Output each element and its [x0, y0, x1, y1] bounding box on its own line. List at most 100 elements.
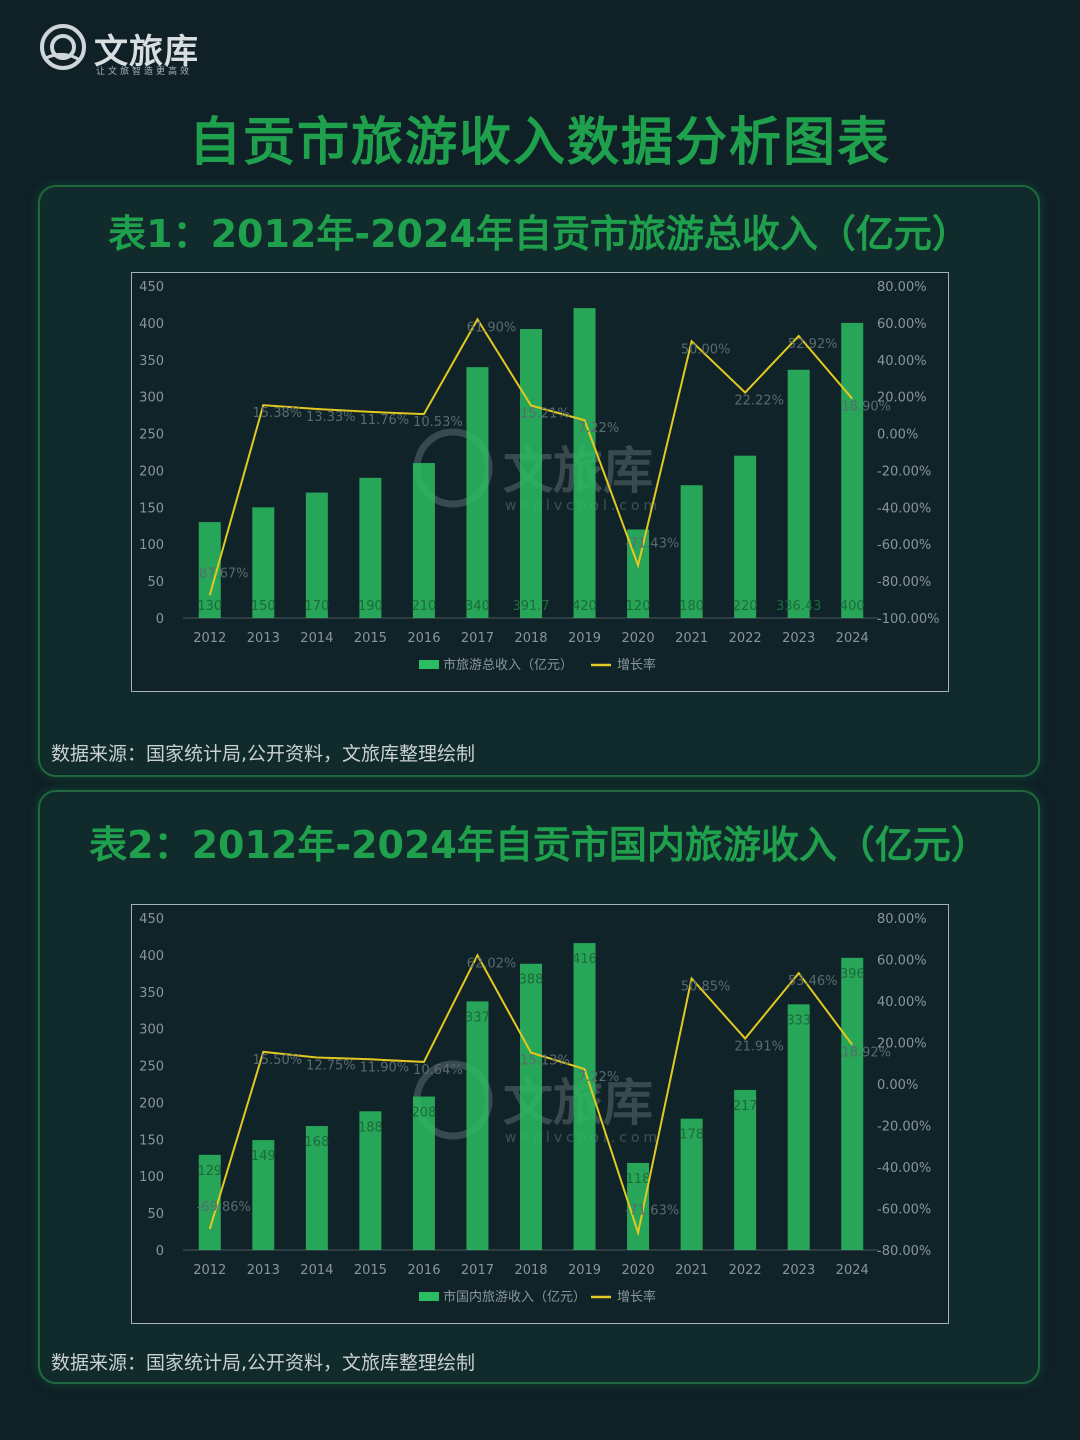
chart-panel-2: 表2：2012年-2024年自贡市国内旅游收入（亿元） 0 50 100 150 200… [38, 790, 1040, 1384]
bar-2023 [787, 369, 810, 618]
bar-value-label: 180 [679, 599, 704, 614]
chart-1: 0 50 100 150 200 250 300 350 400 450 -100.00% -80.0… [131, 272, 949, 692]
growth-rate-line [208, 953, 854, 1237]
legend-bar-label: 市旅游总收入（亿元） [443, 657, 573, 673]
right-axis-tick-label: -60.00% [877, 1203, 931, 1218]
growth-rate-label: 10.64% [413, 1063, 463, 1078]
bar-2013 [252, 507, 275, 618]
bar-value-label: 340 [465, 599, 490, 614]
bar-value-label: 188 [358, 1120, 383, 1135]
x-tick-label: 2013 [247, 1263, 280, 1278]
bar-2016 [412, 463, 435, 618]
bar-value-label: 396 [840, 967, 865, 982]
x-tick-label: 2012 [193, 1263, 226, 1278]
left-axis-tick-label: 50 [147, 1207, 164, 1222]
right-axis-tick-label: -40.00% [877, 501, 931, 516]
right-axis-tick-label: 40.00% [877, 354, 927, 369]
left-axis-tick-label: 250 [139, 428, 164, 443]
x-tick-label: 2017 [461, 631, 494, 646]
bar-2022 [734, 1089, 757, 1250]
left-axis-tick-label: 100 [139, 538, 164, 553]
left-axis-tick-label: 100 [139, 1170, 164, 1185]
left-axis-tick-label: 450 [139, 912, 164, 927]
right-axis-tick-label: 60.00% [877, 954, 927, 969]
bar-2024 [841, 957, 864, 1250]
left-axis-tick-label: 0 [156, 1244, 164, 1259]
bar-2017 [466, 367, 489, 618]
growth-rate-label: 18.90% [841, 400, 891, 415]
x-tick-label: 2022 [729, 631, 762, 646]
brand-name: 文旅库 [94, 32, 199, 72]
x-tick-label: 2022 [729, 1263, 762, 1278]
left-axis-tick-label: 250 [139, 1060, 164, 1075]
growth-rate-label: 61.90% [467, 320, 517, 335]
growth-rate-label: 7.22% [578, 1070, 619, 1085]
logo-mark-icon [40, 24, 86, 70]
chart-2-title: 表2：2012年-2024年自贡市国内旅游收入（亿元） [89, 823, 989, 867]
bar-value-label: 416 [572, 952, 597, 967]
growth-rate-label: 15.21% [520, 407, 570, 422]
right-axis-tick-label: -80.00% [877, 575, 931, 590]
growth-rate-label: 7.22% [578, 421, 619, 436]
chart-panel-1: 表1：2012年-2024年自贡市旅游总收入（亿元） 0 50 100 150 200 2… [38, 185, 1040, 777]
bar-value-label: 118 [626, 1172, 651, 1187]
x-tick-label: 2024 [836, 631, 869, 646]
bar-2017 [466, 1001, 489, 1250]
growth-rate-label: 18.92% [841, 1046, 891, 1061]
growth-rate-label: 62.02% [467, 956, 517, 971]
bar-value-label: 210 [412, 599, 437, 614]
bar-2015 [359, 477, 382, 618]
x-tick-label: 2024 [836, 1263, 869, 1278]
growth-rate-label: -71.43% [625, 536, 679, 551]
right-axis-tick-label: 0.00% [877, 1078, 918, 1093]
bar-2021 [680, 485, 703, 618]
bar-value-label: 400 [840, 599, 865, 614]
bar-value-label: 337 [465, 1010, 490, 1025]
page-title: 自贡市旅游收入数据分析图表 [188, 113, 891, 173]
chart-1-source: 数据来源：国家统计局,公开资料，文旅库整理绘制 [51, 743, 476, 765]
bar-2019 [573, 308, 596, 618]
left-axis-tick-label: 300 [139, 391, 164, 406]
x-tick-label: 2013 [247, 631, 280, 646]
bar-2015 [359, 1111, 382, 1250]
chart-1-title: 表1：2012年-2024年自贡市旅游总收入（亿元） [108, 212, 970, 256]
x-tick-label: 2014 [300, 1263, 333, 1278]
bar-value-label: 178 [679, 1128, 704, 1143]
x-tick-label: 2023 [782, 631, 815, 646]
growth-rate-label: 10.53% [413, 415, 463, 430]
legend-bar-swatch [419, 1292, 439, 1301]
x-tick-label: 2023 [782, 1263, 815, 1278]
growth-rate-label: 87.67% [199, 566, 249, 581]
left-axis-tick-label: 0 [156, 612, 164, 627]
bar-value-label: 420 [572, 599, 597, 614]
growth-rate-label: 21.91% [734, 1040, 784, 1055]
bar-2018 [520, 329, 542, 618]
growth-rate-label: 11.90% [360, 1060, 410, 1075]
right-axis-tick-label: 40.00% [877, 995, 927, 1010]
growth-rate-label: 15.38% [253, 406, 303, 421]
bar-value-label: 130 [197, 599, 222, 614]
bar-value-label: 208 [412, 1106, 437, 1121]
left-axis-tick-label: 300 [139, 1023, 164, 1038]
bar-2014 [305, 1126, 328, 1250]
growth-rate-label: 12.75% [306, 1059, 356, 1074]
growth-rate-label: 50.00% [681, 342, 731, 357]
x-tick-label: 2020 [622, 631, 655, 646]
left-axis-tick-label: 150 [139, 1133, 164, 1148]
bar-2012 [198, 522, 221, 618]
growth-rate-label: 50.85% [681, 979, 731, 994]
left-axis-tick-label: 200 [139, 464, 164, 479]
x-tick-label: 2016 [407, 1263, 440, 1278]
legend-bar-label: 市国内旅游收入（亿元） [443, 1289, 586, 1305]
bar-value-label: 120 [626, 599, 651, 614]
growth-rate-label: 53.46% [788, 974, 838, 989]
growth-rate-label: 22.22% [734, 394, 784, 409]
bar-2016 [412, 1096, 435, 1250]
bar-value-label: 388 [519, 973, 544, 988]
right-axis-tick-label: 80.00% [877, 912, 927, 927]
x-tick-label: 2016 [407, 631, 440, 646]
legend-bar-swatch [419, 660, 439, 669]
growth-rate-label: 13.33% [306, 410, 356, 425]
x-tick-label: 2017 [461, 1263, 494, 1278]
right-axis-tick-label: -80.00% [877, 1244, 931, 1259]
